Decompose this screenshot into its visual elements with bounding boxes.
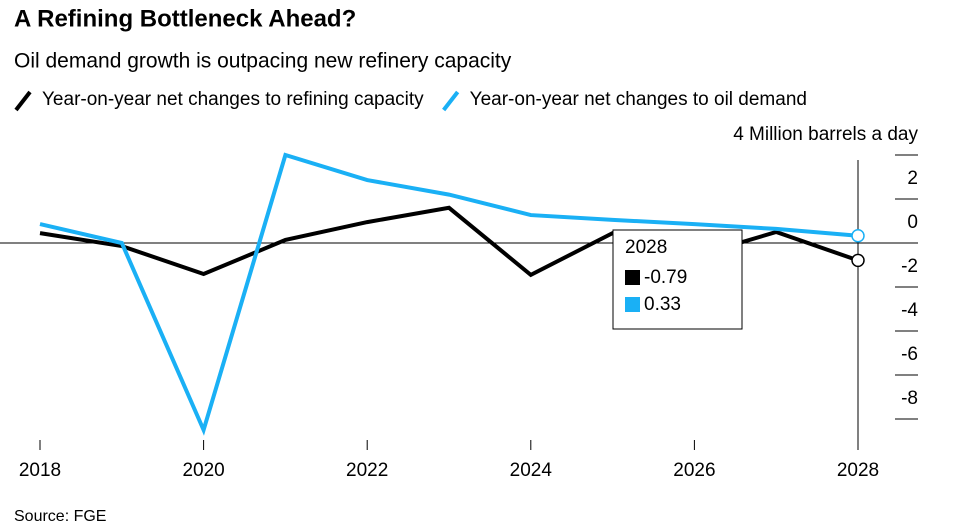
source: Source: FGE [14, 508, 106, 525]
y-tick-label: -4 [901, 300, 918, 321]
x-tick-label: 2026 [673, 460, 715, 481]
line-series [39, 152, 859, 436]
x-tick-label: 2028 [837, 460, 879, 481]
x-tick-label: 2024 [510, 460, 553, 481]
y-tick-label: 4 Million barrels a day [733, 124, 918, 145]
tooltip-swatch [625, 297, 640, 312]
legend-label: Year-on-year net changes to oil demand [470, 89, 807, 110]
tooltip-title: 2028 [625, 237, 667, 258]
y-tick-label: 2 [907, 168, 918, 189]
hover-marker [851, 253, 865, 268]
y-tick-label: -2 [901, 256, 918, 277]
tooltip-swatch [625, 270, 640, 285]
chart-title: A Refining Bottleneck Ahead? [14, 5, 356, 32]
x-tick-label: 2022 [346, 460, 388, 481]
legend-swatch [442, 90, 460, 112]
y-tick-label: 0 [907, 212, 918, 233]
y-tick-label: -6 [901, 344, 918, 365]
x-tick-label: 2018 [19, 460, 61, 481]
tooltip-value: -0.79 [644, 267, 687, 288]
legend-swatch [14, 90, 32, 112]
hover-marker [851, 228, 865, 243]
y-tick-label: -8 [901, 388, 918, 409]
x-tick-label: 2020 [182, 460, 224, 481]
chart-subtitle: Oil demand growth is outpacing new refin… [14, 50, 512, 73]
legend-label: Year-on-year net changes to refining cap… [42, 89, 424, 110]
tooltip-value: 0.33 [644, 294, 681, 315]
